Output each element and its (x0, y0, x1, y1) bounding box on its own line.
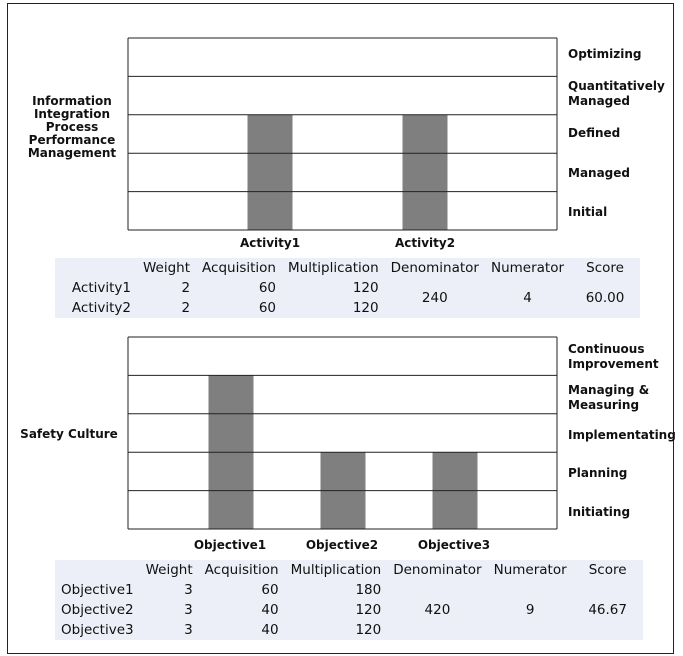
table-row-label: Objective1 (55, 580, 140, 600)
chart-2-title: Safety Culture (20, 427, 118, 441)
table-cell-acquisition: 60 (196, 298, 282, 318)
table-header-multiplication: Multiplication (284, 560, 388, 580)
table-header-acquisition: Acquisition (196, 258, 282, 278)
table-row-label: Activity1 (55, 278, 137, 298)
table-header-score: Score (572, 560, 643, 580)
chart-1-level-1: Initial (568, 205, 608, 219)
table-cell-multiplication: 120 (282, 298, 385, 318)
chart-2-level-3: Implementating (568, 428, 676, 442)
table-header-score: Score (570, 258, 641, 278)
table-header-numerator: Numerator (487, 560, 573, 580)
chart-2-category-label: Objective2 (305, 538, 379, 552)
chart-2-level-1: Initiating (568, 505, 631, 519)
table-row-label: Activity2 (55, 298, 137, 318)
table-cell-acquisition: 40 (198, 600, 285, 620)
chart-1-level-2: Managed (568, 166, 630, 180)
table-row-label: Objective3 (55, 620, 140, 640)
table-cell-weight: 3 (139, 600, 199, 620)
table-header-weight: Weight (137, 258, 197, 278)
table-cell-weight: 3 (139, 580, 199, 600)
table-cell-acquisition: 40 (198, 620, 285, 640)
chart-2-level-5: Continuous Improvement (568, 342, 659, 371)
table-cell-numerator: 9 (487, 580, 573, 640)
score-table-2: Weight Acquisition Multiplication Denomi… (55, 560, 643, 640)
table-header-blank (55, 560, 140, 580)
table-cell-score: 60.00 (570, 278, 641, 318)
table-cell-acquisition: 60 (198, 580, 285, 600)
table-header-numerator: Numerator (484, 258, 571, 278)
score-table-1: Weight Acquisition Multiplication Denomi… (55, 258, 641, 318)
chart-1-category-label: Activity2 (394, 236, 456, 250)
chart-1-level-5: Optimizing (568, 47, 642, 61)
table-cell-multiplication: 180 (284, 580, 388, 600)
table-cell-acquisition: 60 (196, 278, 282, 298)
table-header-weight: Weight (139, 560, 199, 580)
chart-1-level-3: Defined (568, 126, 621, 140)
table-cell-denominator: 240 (384, 278, 485, 318)
chart-1-category-label: Activity1 (239, 236, 301, 250)
table-cell-weight: 2 (137, 278, 197, 298)
chart-2-level-2: Planning (568, 466, 628, 480)
table-header-denominator: Denominator (387, 560, 488, 580)
table-header-denominator: Denominator (384, 258, 485, 278)
chart-2-level-4: Managing & Measuring (568, 383, 650, 412)
table-cell-multiplication: 120 (284, 620, 388, 640)
chart-2-category-label: Objective3 (417, 538, 491, 552)
table-cell-multiplication: 120 (284, 600, 388, 620)
bar-activity1 (247, 114, 293, 230)
table-header-acquisition: Acquisition (198, 560, 285, 580)
table-cell-score: 46.67 (572, 580, 643, 640)
table-cell-numerator: 4 (484, 278, 571, 318)
table-cell-denominator: 420 (387, 580, 488, 640)
chart-1-level-4: Quantitatively Managed (568, 79, 665, 108)
table-cell-multiplication: 120 (282, 278, 385, 298)
bar-activity2 (402, 114, 448, 230)
table-header-multiplication: Multiplication (282, 258, 385, 278)
chart-2-category-label: Objective1 (193, 538, 267, 552)
table-header-blank (55, 258, 137, 278)
table-cell-weight: 3 (139, 620, 199, 640)
table-cell-weight: 2 (137, 298, 197, 318)
figure-frame (7, 3, 674, 654)
table-row-label: Objective2 (55, 600, 140, 620)
chart-1-title: Information Integration Process Performa… (27, 94, 117, 160)
